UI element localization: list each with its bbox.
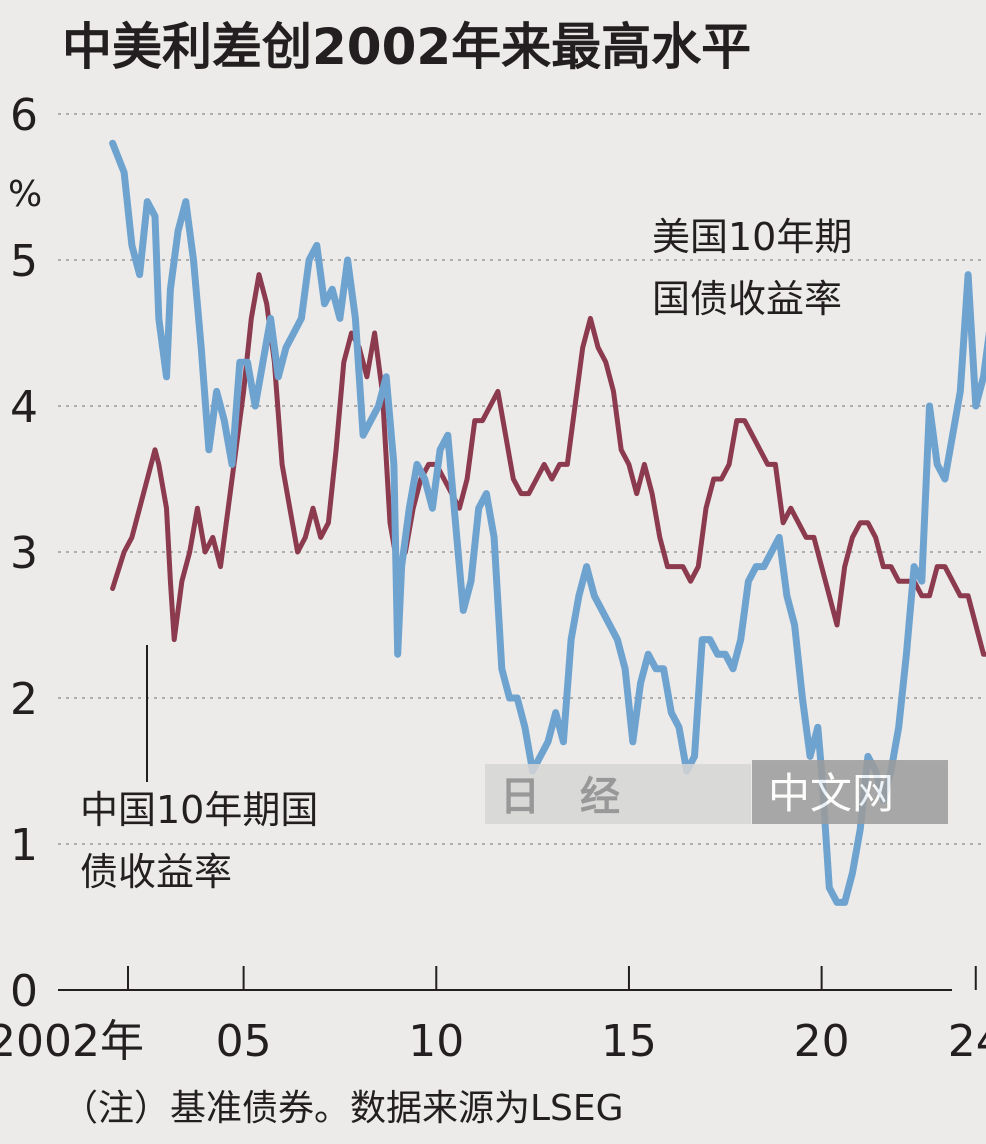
- us-series-label-line2: 国债收益率: [652, 277, 842, 321]
- y-tick-label: 6: [10, 90, 38, 141]
- watermark-text: 中文网: [768, 769, 894, 818]
- cn-series-label-line1: 中国10年期国: [80, 788, 318, 832]
- chart-note: （注）基准债券。数据来源为LSEG: [62, 1088, 624, 1129]
- x-tick-label: 05: [216, 1016, 272, 1067]
- series-group: [109, 139, 986, 906]
- chart-title: 中美利差创2002年来最高水平: [62, 18, 751, 76]
- us-10y-yield-line: [109, 139, 986, 906]
- watermark: 日经 中文网: [485, 760, 948, 824]
- x-axis: 2002年 05 10 15 20 24: [0, 966, 986, 1067]
- watermark-badge: [752, 760, 948, 824]
- watermark-logo-mark: 日经: [500, 774, 660, 820]
- y-tick-label: 3: [10, 528, 38, 579]
- cn-series-label-line2: 债收益率: [80, 850, 232, 894]
- y-tick-label: 1: [10, 820, 38, 871]
- y-axis-unit-label: %: [8, 174, 42, 215]
- x-tick-label: 15: [601, 1016, 657, 1067]
- watermark-logo-backdrop: [485, 764, 751, 824]
- y-tick-label: 4: [10, 382, 38, 433]
- us-series-label-line1: 美国10年期: [652, 215, 852, 259]
- cn-10y-yield-line: [110, 272, 986, 657]
- x-tick-label: 2002年: [0, 1016, 144, 1067]
- x-tick-label: 20: [794, 1016, 850, 1067]
- x-tick-label: 10: [408, 1016, 464, 1067]
- y-tick-label: 5: [10, 236, 38, 287]
- y-tick-label: 2: [10, 674, 38, 725]
- y-axis: 6 5 4 3 2 1 0: [10, 90, 38, 1017]
- x-tick-label: 24: [948, 1016, 986, 1067]
- y-tick-label: 0: [10, 966, 38, 1017]
